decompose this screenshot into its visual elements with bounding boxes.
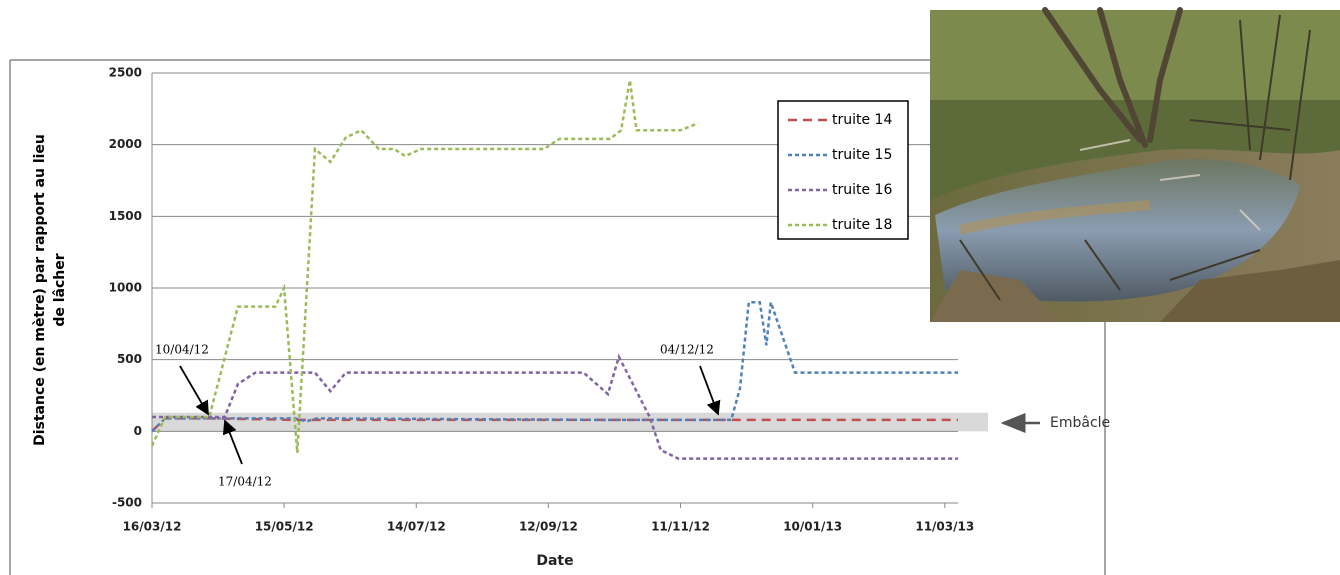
x-tick-label: 16/03/12 (123, 520, 182, 534)
annotation: 17/04/12 (218, 475, 272, 489)
legend-label: truite 18 (832, 217, 892, 233)
annotation-arrow (222, 419, 243, 465)
y-tick-label: 500 (117, 352, 142, 366)
x-tick-label: 12/09/12 (519, 520, 578, 534)
band-label: Embâcle (1050, 415, 1110, 431)
y-tick-label: 1500 (109, 209, 142, 223)
legend: truite 14 truite 15 truite 16 truite 18 (777, 100, 909, 240)
series-line (151, 301, 958, 433)
series-line (150, 79, 699, 453)
y-axis-title: de lâcher (52, 253, 68, 326)
y-tick-label: 0 (134, 424, 142, 438)
x-tick-label: 11/03/13 (915, 520, 974, 534)
x-tick-label: 14/07/12 (387, 520, 446, 534)
y-axis-title: Distance (en mètre) par rapport au lieu (32, 134, 48, 446)
legend-label: truite 15 (832, 147, 892, 163)
band (152, 412, 988, 432)
annotation: 10/04/12 (155, 343, 209, 357)
legend-box (777, 100, 909, 240)
annotation-arrow (179, 365, 209, 416)
x-axis-title: Date (536, 553, 573, 569)
x-tick-label: 15/05/12 (255, 520, 314, 534)
legend-label: truite 16 (832, 182, 892, 198)
annotation-arrow (699, 365, 721, 416)
y-tick-label: 1000 (109, 281, 142, 295)
y-tick-label: -500 (112, 496, 142, 510)
x-tick-label: 10/01/13 (783, 520, 842, 534)
legend-label: truite 14 (832, 112, 892, 128)
annotation: 04/12/12 (660, 343, 714, 357)
y-tick-label: 2000 (109, 137, 142, 151)
y-tick-label: 2500 (109, 66, 142, 80)
x-tick-label: 11/11/12 (651, 520, 710, 534)
photo (930, 7, 1340, 322)
